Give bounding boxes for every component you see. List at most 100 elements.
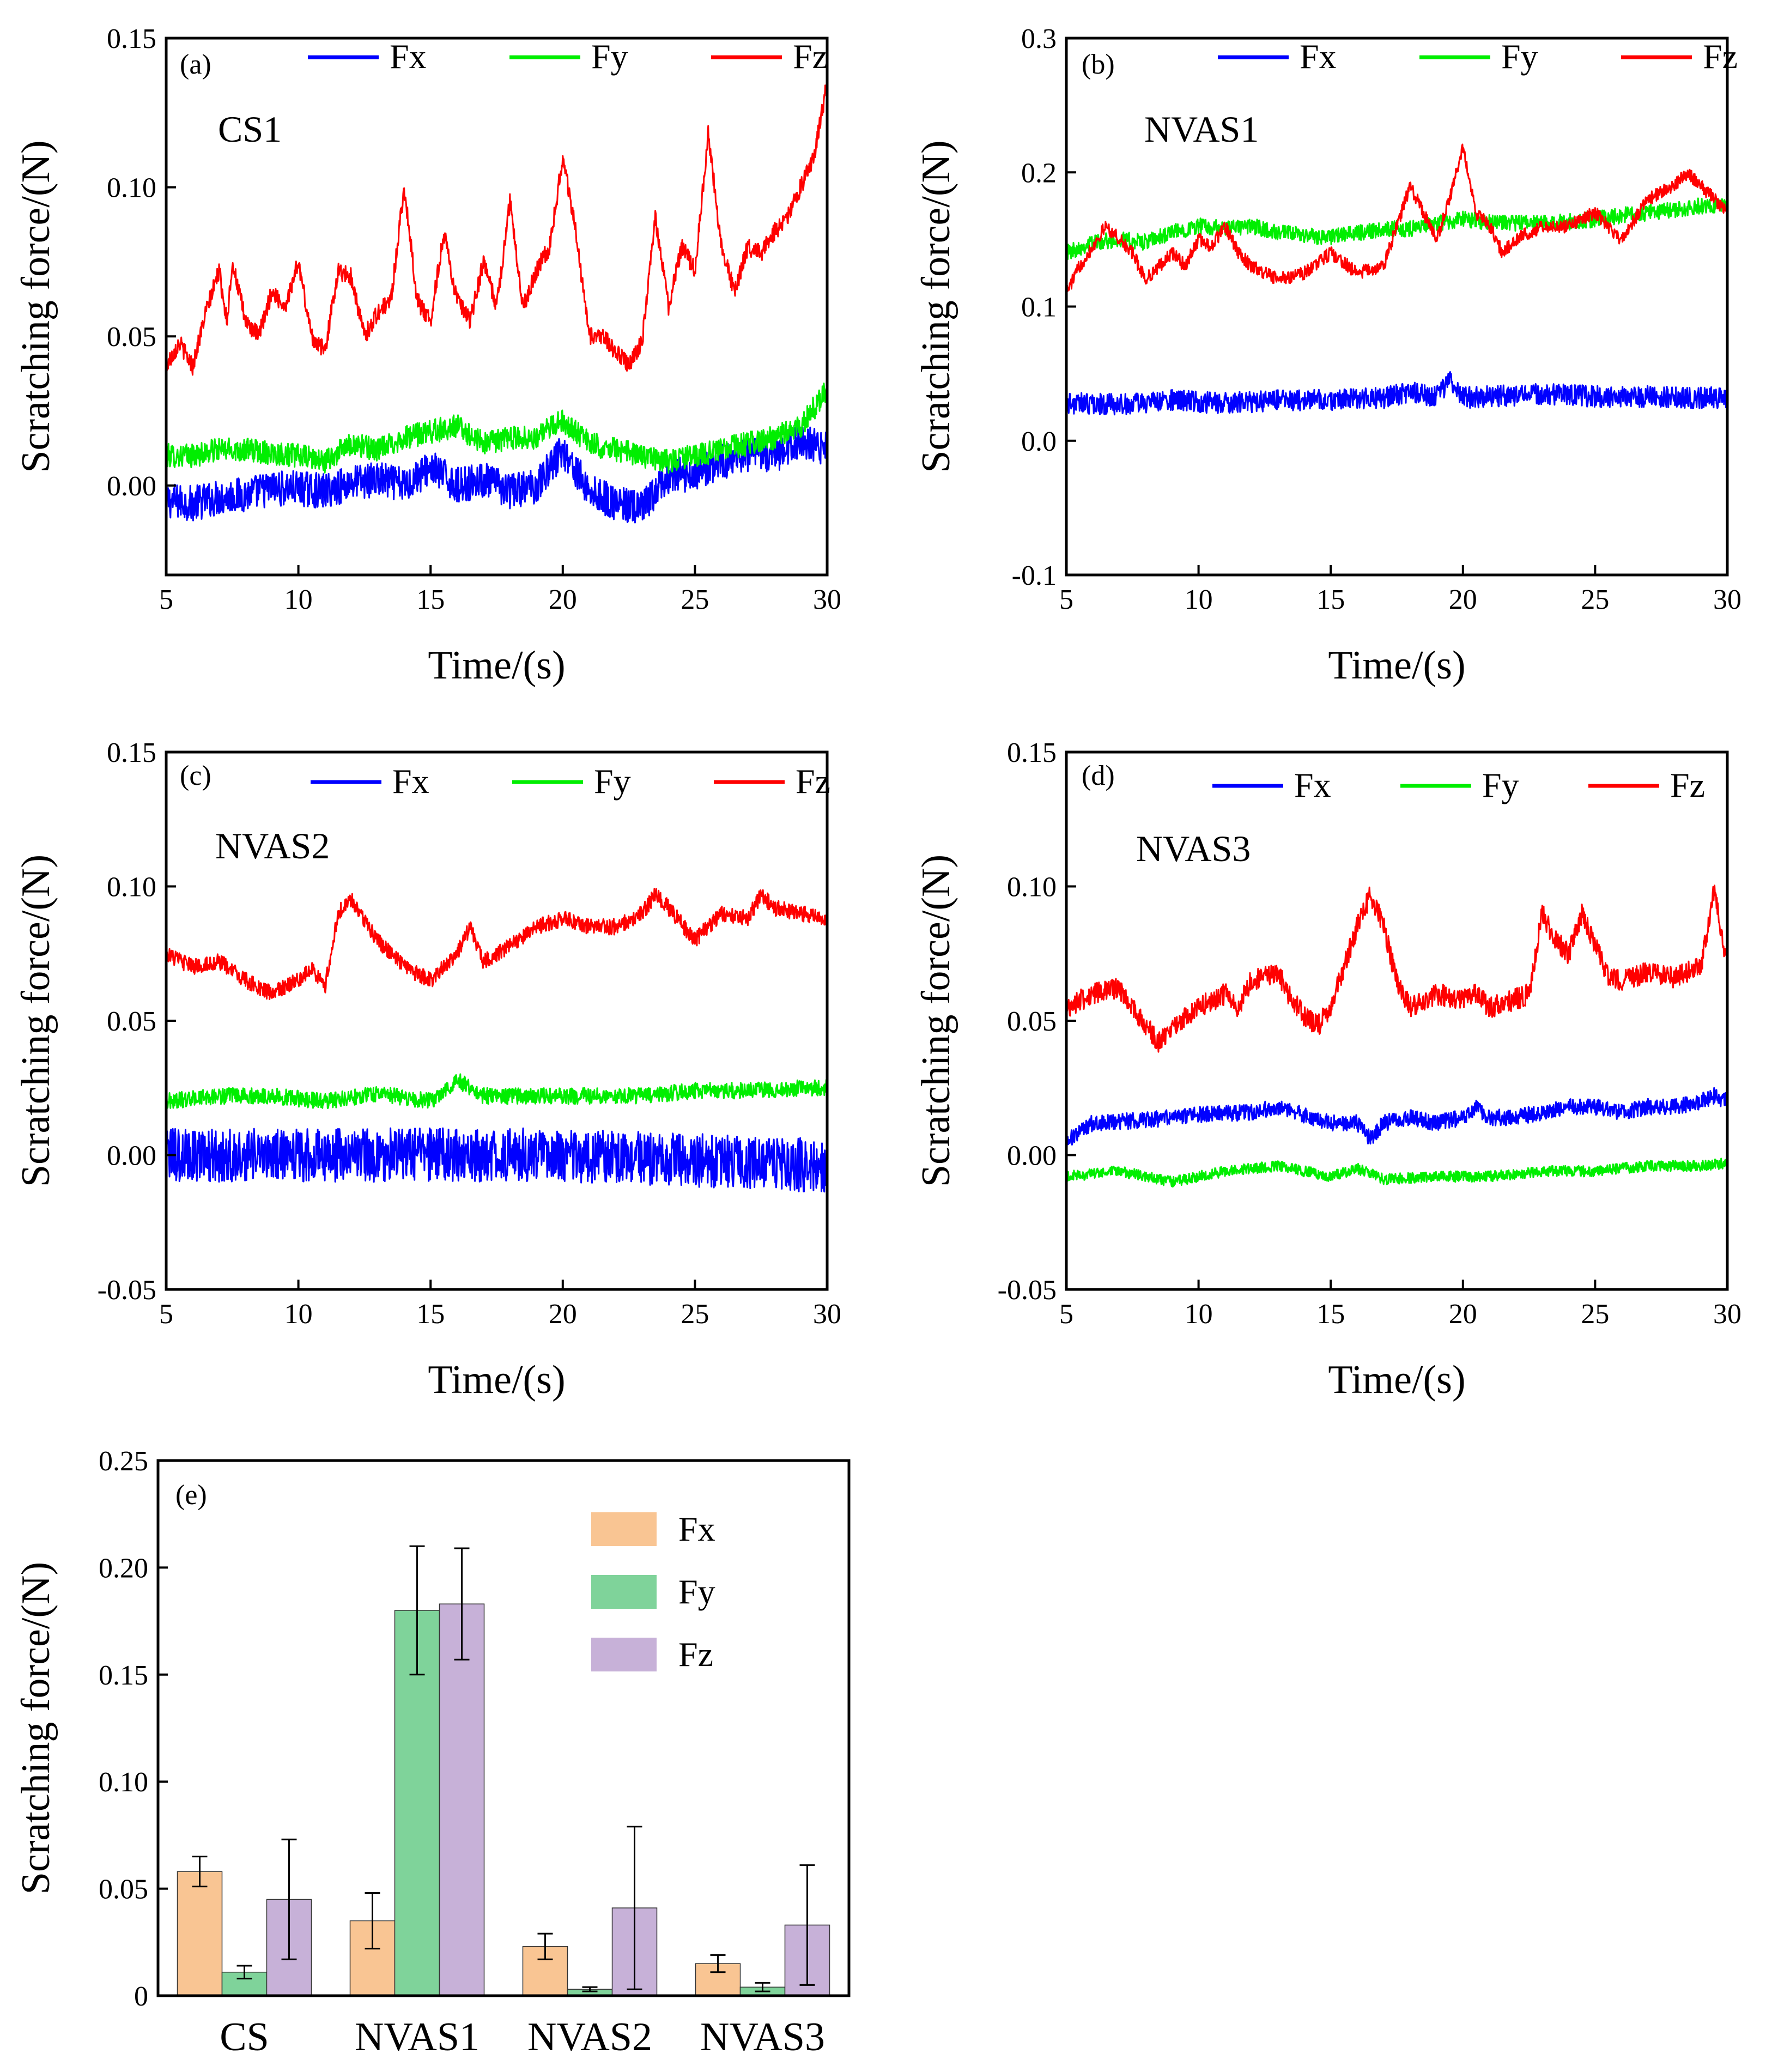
category-label: CS bbox=[220, 2015, 269, 2059]
y-tick-label: -0.05 bbox=[98, 1275, 156, 1306]
series-fz bbox=[165, 81, 828, 376]
x-tick-label: 20 bbox=[1449, 584, 1477, 615]
x-axis-label: Time/(s) bbox=[428, 1358, 565, 1402]
x-tick-label: 30 bbox=[1713, 1299, 1741, 1330]
category-label: NVAS2 bbox=[527, 2015, 652, 2059]
y-axis-label: Scratching force/(N) bbox=[14, 855, 58, 1187]
legend-swatch-fz bbox=[591, 1638, 657, 1671]
legend-label-fy: Fy bbox=[591, 37, 628, 76]
y-tick-label: 0.10 bbox=[1007, 872, 1057, 903]
legend-label-fx: Fx bbox=[1294, 766, 1331, 804]
y-axis-label: Scratching force/(N) bbox=[914, 855, 958, 1187]
series-fy bbox=[1065, 1158, 1728, 1188]
legend-label-fx: Fx bbox=[1300, 37, 1337, 76]
series-fy bbox=[165, 383, 828, 474]
legend-swatch-fx bbox=[591, 1512, 657, 1546]
x-tick-label: 15 bbox=[416, 584, 445, 615]
x-tick-label: 15 bbox=[1316, 1299, 1345, 1330]
category-label: NVAS1 bbox=[355, 2015, 480, 2059]
y-tick-label: -0.05 bbox=[998, 1275, 1057, 1306]
x-tick-label: 15 bbox=[416, 1299, 445, 1330]
x-tick-label: 5 bbox=[159, 1299, 173, 1330]
x-axis-label: Time/(s) bbox=[1328, 1358, 1465, 1402]
x-tick-label: 10 bbox=[1185, 1299, 1213, 1330]
y-tick-label: 0.05 bbox=[1007, 1006, 1057, 1037]
y-tick-label: 0.10 bbox=[99, 1767, 148, 1798]
legend-label-fz: Fz bbox=[793, 37, 828, 76]
legend: Fx Fy Fz bbox=[311, 762, 830, 801]
plot-frame bbox=[165, 37, 829, 577]
legend-swatch-fy bbox=[591, 1575, 657, 1609]
x-tick-label: 30 bbox=[1713, 584, 1741, 615]
panel-c: 5 10 15 20 25 30 -0.05 0.00 0.05 0.10 0.15 Time/(s)… bbox=[14, 737, 841, 1402]
legend-label-fx: Fx bbox=[390, 37, 427, 76]
x-tick-label: 25 bbox=[1581, 584, 1609, 615]
x-tick-label: 5 bbox=[1059, 584, 1073, 615]
plot-frame bbox=[156, 1459, 851, 1997]
x-tick-label: 10 bbox=[284, 584, 313, 615]
x-tick-label: 30 bbox=[813, 1299, 841, 1330]
legend-label-fy: Fy bbox=[1501, 37, 1538, 76]
y-tick-label: 0.05 bbox=[107, 1006, 156, 1037]
sample-label: NVAS3 bbox=[1136, 828, 1251, 869]
series-fx bbox=[165, 1127, 828, 1193]
series-fy bbox=[165, 1073, 828, 1110]
y-tick-label: 0.15 bbox=[1007, 737, 1057, 768]
panel-label: (a) bbox=[180, 49, 211, 80]
y-tick-label: 0.00 bbox=[1007, 1141, 1057, 1172]
y-tick-label: 0.05 bbox=[99, 1874, 148, 1905]
y-tick-label: 0.15 bbox=[107, 23, 156, 54]
x-tick-label: 10 bbox=[284, 1299, 313, 1330]
x-axis-label: Time/(s) bbox=[1328, 643, 1465, 688]
panel-label: (b) bbox=[1082, 49, 1115, 80]
legend-label-fy: Fy bbox=[1482, 766, 1519, 804]
category-label: NVAS3 bbox=[700, 2015, 825, 2059]
y-tick-label: 0.3 bbox=[1021, 23, 1057, 54]
series-fz bbox=[165, 888, 828, 1000]
y-tick-label: 0.00 bbox=[107, 1141, 156, 1172]
legend: Fx Fy Fz bbox=[1218, 37, 1738, 76]
legend-label-fz: Fz bbox=[796, 762, 830, 801]
panel-label: (c) bbox=[180, 760, 211, 791]
x-tick-label: 20 bbox=[549, 1299, 577, 1330]
y-tick-label: 0.10 bbox=[107, 872, 156, 903]
x-tick-label: 25 bbox=[1581, 1299, 1609, 1330]
x-tick-label: 15 bbox=[1316, 584, 1345, 615]
y-tick-label: 0.2 bbox=[1021, 157, 1057, 189]
y-tick-label: 0.10 bbox=[107, 173, 156, 204]
series-fx bbox=[165, 426, 828, 524]
y-tick-label: 0 bbox=[134, 1981, 148, 2012]
y-axis-label: Scratching force/(N) bbox=[14, 1562, 58, 1894]
sample-label: NVAS2 bbox=[215, 825, 330, 867]
legend: Fx Fy Fz bbox=[591, 1510, 715, 1674]
y-tick-label: 0.1 bbox=[1021, 292, 1057, 323]
series-fz bbox=[1065, 143, 1728, 300]
y-tick-label: 0.25 bbox=[99, 1446, 148, 1477]
sample-label: NVAS1 bbox=[1144, 108, 1259, 150]
panel-a: 5 10 15 20 25 30 0.00 0.05 0.10 0.15 Time/(s) Scrat… bbox=[14, 23, 841, 688]
y-axis-label: Scratching force/(N) bbox=[914, 140, 958, 472]
series-fx bbox=[1065, 1087, 1728, 1149]
panel-label: (d) bbox=[1082, 760, 1115, 791]
series-fx bbox=[1065, 371, 1728, 416]
x-tick-label: 30 bbox=[813, 584, 841, 615]
y-tick-label: 0.05 bbox=[107, 322, 156, 353]
x-tick-label: 5 bbox=[1059, 1299, 1073, 1330]
sample-label: CS1 bbox=[218, 108, 282, 150]
bar-cs-fx bbox=[177, 1871, 223, 1996]
panel-b: 5 10 15 20 25 30 -0.1 0.0 0.1 0.2 0.3 Time/(s) Scrat… bbox=[914, 23, 1741, 688]
legend-label-fx: Fx bbox=[392, 762, 429, 801]
legend: Fx Fy Fz bbox=[308, 37, 828, 76]
bar-nvas1-fz bbox=[439, 1603, 485, 1996]
legend-label-fz: Fz bbox=[1703, 37, 1738, 76]
series-fz bbox=[1066, 884, 1728, 1053]
legend: Fx Fy Fz bbox=[1212, 766, 1705, 804]
panel-e: CS NVAS1 NVAS2 NVAS3 0 0.05 0.10 0.15 0.20 0.25 Sc… bbox=[14, 1446, 851, 2059]
x-tick-label: 20 bbox=[1449, 1299, 1477, 1330]
y-tick-label: 0.15 bbox=[107, 737, 156, 768]
x-tick-label: 25 bbox=[681, 1299, 709, 1330]
y-tick-label: 0.20 bbox=[99, 1553, 148, 1584]
legend-label-fy: Fy bbox=[678, 1572, 715, 1611]
y-axis-label: Scratching force/(N) bbox=[14, 140, 58, 472]
